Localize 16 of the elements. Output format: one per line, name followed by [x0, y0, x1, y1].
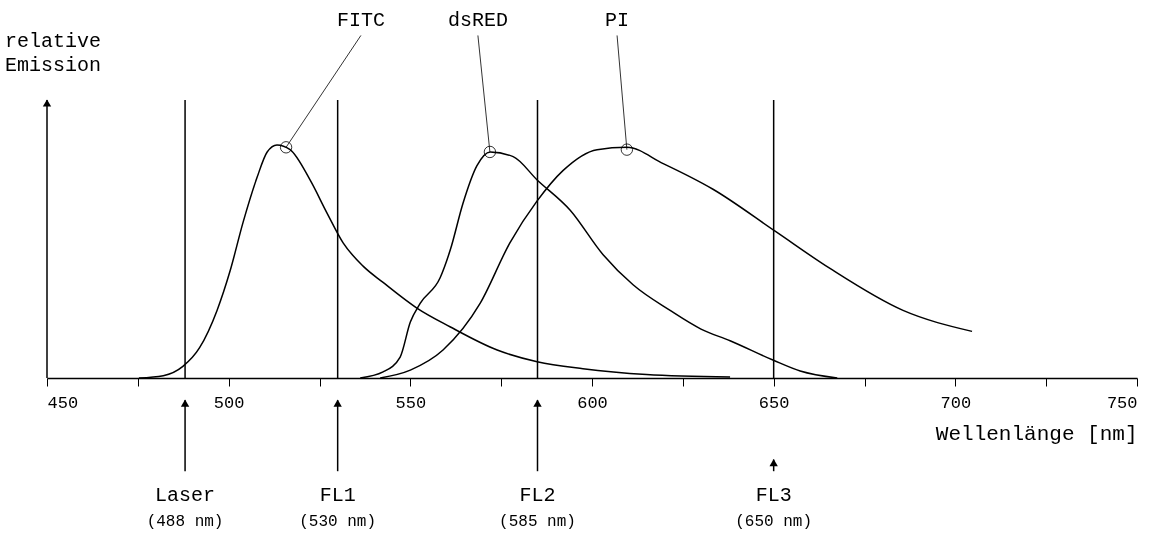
x-axis-title: Wellenlänge [nm] [935, 422, 1138, 446]
annotation: PI [605, 9, 630, 33]
text: FL3 (650 nm) [735, 483, 813, 532]
x-tick-label: 550 [395, 393, 427, 413]
x-tick-label: 600 [577, 393, 608, 413]
annotation: dsRED [447, 9, 508, 33]
x-tick-label: 450 [47, 393, 79, 413]
annotation: FITC [336, 9, 385, 33]
text: Laser (488 nm) [146, 483, 224, 532]
text: FL2 (585 nm) [499, 483, 576, 532]
x-tick-label: 750 [1106, 393, 1138, 413]
y-axis-title: relative Emission [5, 30, 102, 78]
text: FL1 (530 nm) [299, 483, 377, 532]
x-tick-label: 500 [213, 393, 245, 413]
x-tick-label: 650 [758, 393, 790, 413]
x-tick-label: 700 [940, 393, 972, 413]
